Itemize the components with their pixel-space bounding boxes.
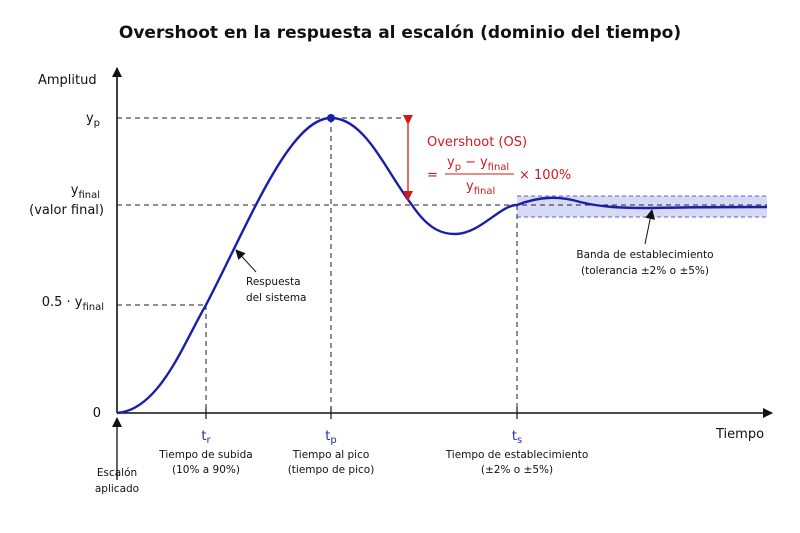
tp-label: tp <box>325 429 336 446</box>
diagram-title: Overshoot en la respuesta al escalón (do… <box>119 23 681 43</box>
ts-label: ts <box>512 429 522 446</box>
tr-label: tr <box>201 429 211 446</box>
step-label-1: Escalón <box>97 467 137 479</box>
tr-caption-1: Tiempo de subida <box>158 449 252 461</box>
yp-label: yp <box>86 111 100 129</box>
band-label-1: Banda de establecimiento <box>576 249 713 261</box>
step-label-2: aplicado <box>95 483 139 495</box>
overshoot-numerator: yp − yfinal <box>447 155 509 173</box>
tp-caption-1: Tiempo al pico <box>292 449 370 461</box>
origin-label: 0 <box>93 406 101 421</box>
response-curve <box>116 116 768 415</box>
tr-caption-2: (10% a 90%) <box>172 464 240 476</box>
yfinal-caption: (valor final) <box>29 203 104 218</box>
x-axis-label: Tiempo <box>715 427 764 442</box>
band-pointer-arrow <box>644 209 656 245</box>
y-axis-label: Amplitud <box>38 73 97 88</box>
peak-point <box>327 114 335 122</box>
yfinal-label: yfinal <box>71 183 100 201</box>
band-label-2: (tolerancia ±2% o ±5%) <box>581 265 709 277</box>
overshoot-equals: = <box>427 168 438 183</box>
half-label: 0.5 · yfinal <box>42 295 104 313</box>
response-label-1: Respuesta <box>246 276 301 288</box>
overshoot-title: Overshoot (OS) <box>427 135 527 150</box>
tp-caption-2: (tiempo de pico) <box>288 464 375 476</box>
ts-caption-2: (±2% o ±5%) <box>481 464 553 476</box>
response-label-2: del sistema <box>246 292 306 304</box>
response-pointer-arrow <box>235 249 257 273</box>
overshoot-multiplier: × 100% <box>519 168 571 183</box>
ts-caption-1: Tiempo de establecimiento <box>445 449 589 461</box>
overshoot-denominator: yfinal <box>466 179 495 197</box>
